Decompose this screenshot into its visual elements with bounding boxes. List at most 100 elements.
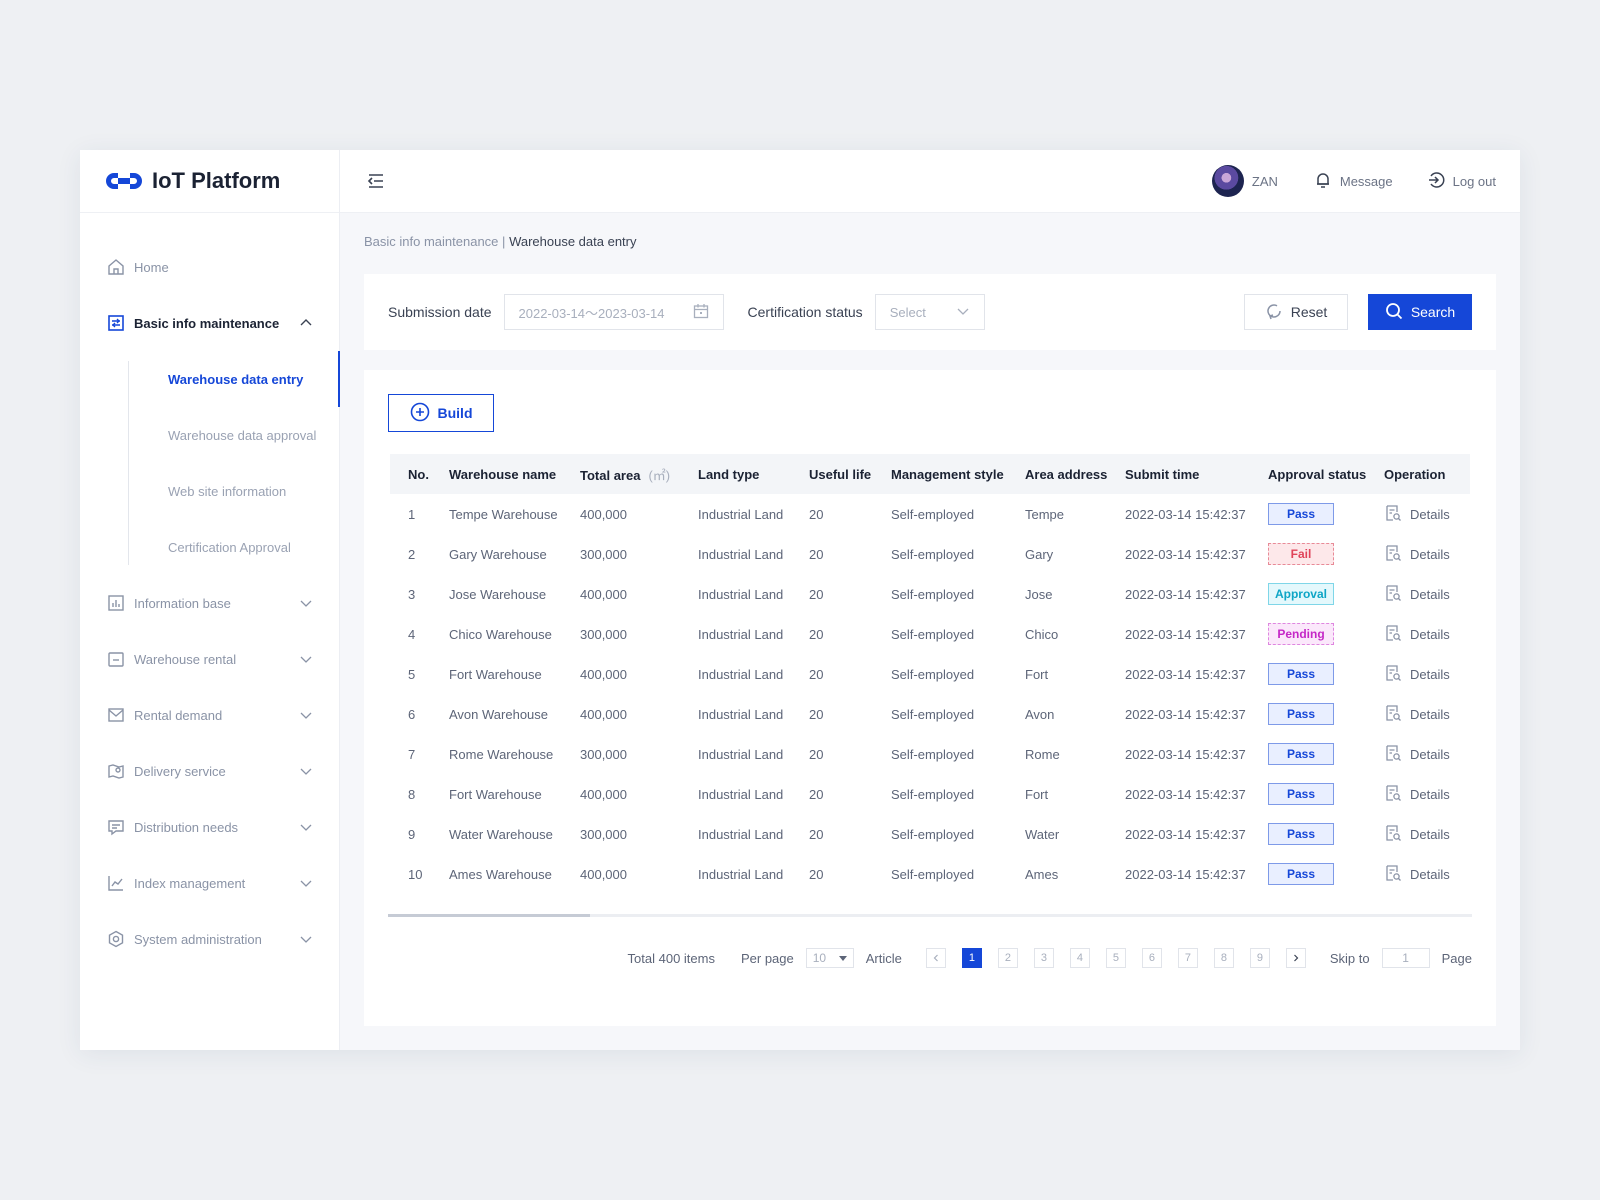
chevron-up-icon bbox=[299, 316, 313, 330]
chevron-down-icon bbox=[299, 820, 313, 834]
sidebar-nav: Home Basic info maintenance Warehouse da… bbox=[80, 213, 340, 967]
table-body: 1 Tempe Warehouse 400,000 Industrial Land 20… bbox=[390, 494, 1470, 894]
sidebar-subitem-certification-approval[interactable]: Certification Approval bbox=[168, 539, 291, 555]
sidebar-item-rental-demand[interactable]: Rental demand bbox=[80, 687, 339, 743]
certification-status-select[interactable]: Select bbox=[874, 294, 985, 330]
header-total-area-label: Total area bbox=[580, 467, 641, 483]
cell-land-type: Industrial Land bbox=[698, 866, 784, 882]
details-link[interactable]: Details bbox=[1384, 824, 1450, 845]
cell-management-style: Self-employed bbox=[891, 826, 975, 842]
skip-page-input[interactable]: 1 bbox=[1381, 948, 1430, 968]
build-button[interactable]: Build bbox=[388, 394, 494, 432]
header-submit-time: Submit time bbox=[1125, 466, 1200, 482]
user-menu[interactable]: ZAN bbox=[1211, 165, 1278, 197]
cell-no: 10 bbox=[408, 866, 423, 882]
sidebar-subitem-warehouse-data-approval[interactable]: Warehouse data approval bbox=[168, 427, 317, 443]
details-link[interactable]: Details bbox=[1384, 584, 1450, 605]
cell-warehouse-name: Fort Warehouse bbox=[449, 666, 542, 682]
page-number-button[interactable]: 4 bbox=[1069, 948, 1090, 968]
header-approval-status: Approval status bbox=[1268, 466, 1367, 482]
submission-date-label: Submission date bbox=[388, 304, 492, 320]
details-link[interactable]: Details bbox=[1384, 544, 1450, 565]
sidebar-item-information-base[interactable]: Information base bbox=[80, 575, 339, 631]
cell-no: 2 bbox=[408, 546, 416, 562]
search-button[interactable]: Search bbox=[1368, 294, 1472, 330]
status-badge: Pass bbox=[1268, 663, 1334, 685]
per-page-label: Per page bbox=[740, 950, 794, 966]
logo-mark-icon bbox=[104, 171, 144, 191]
table-row: 5 Fort Warehouse 400,000 Industrial Land 20 S… bbox=[390, 654, 1470, 694]
sidebar-item-warehouse-rental[interactable]: Warehouse rental bbox=[80, 631, 339, 687]
reset-button[interactable]: Reset bbox=[1244, 294, 1348, 330]
document-search-icon bbox=[1384, 584, 1410, 605]
reset-icon bbox=[1265, 302, 1291, 323]
reset-label: Reset bbox=[1290, 304, 1328, 320]
details-link[interactable]: Details bbox=[1384, 784, 1450, 805]
message-icon bbox=[106, 817, 126, 837]
sidebar-item-index-management[interactable]: Index management bbox=[80, 855, 339, 911]
cell-warehouse-name: Water Warehouse bbox=[449, 826, 553, 842]
cell-area-address: Fort bbox=[1025, 786, 1049, 802]
page-number-button[interactable]: 9 bbox=[1249, 948, 1270, 968]
cell-submit-time: 2022-03-14 15:42:37 bbox=[1125, 586, 1246, 602]
document-search-icon bbox=[1384, 664, 1410, 685]
cell-no: 6 bbox=[408, 706, 416, 722]
page-number-button[interactable]: 1 bbox=[961, 948, 982, 968]
cell-operation: Details bbox=[1384, 854, 1470, 894]
cell-operation: Details bbox=[1384, 814, 1470, 854]
page-number-button[interactable]: 6 bbox=[1141, 948, 1162, 968]
prev-page-button[interactable] bbox=[925, 948, 946, 968]
search-label: Search bbox=[1410, 304, 1456, 320]
per-page-select[interactable]: 10 bbox=[805, 948, 854, 968]
message-button[interactable]: Message bbox=[1314, 171, 1393, 192]
sidebar-item-distribution-needs[interactable]: Distribution needs bbox=[80, 799, 339, 855]
details-link[interactable]: Details bbox=[1384, 864, 1450, 885]
table-row: 1 Tempe Warehouse 400,000 Industrial Land 20… bbox=[390, 494, 1470, 534]
page-number-button[interactable]: 2 bbox=[997, 948, 1018, 968]
avatar bbox=[1211, 165, 1244, 197]
submission-date-picker[interactable]: 2022-03-14～2023-03-14 bbox=[503, 294, 724, 330]
logout-button[interactable]: Log out bbox=[1427, 171, 1496, 192]
cell-total-area: 400,000 bbox=[580, 706, 627, 722]
details-link[interactable]: Details bbox=[1384, 504, 1450, 525]
details-link[interactable]: Details bbox=[1384, 744, 1450, 765]
cell-useful-life: 20 bbox=[809, 586, 824, 602]
cell-useful-life: 20 bbox=[809, 546, 824, 562]
sidebar-item-delivery-service[interactable]: Delivery service bbox=[80, 743, 339, 799]
breadcrumb-parent[interactable]: Basic info maintenance bbox=[364, 234, 499, 249]
logo[interactable]: IoT Platform bbox=[80, 150, 339, 213]
page-number-button[interactable]: 5 bbox=[1105, 948, 1126, 968]
page-number-button[interactable]: 7 bbox=[1177, 948, 1198, 968]
details-link[interactable]: Details bbox=[1384, 704, 1450, 725]
chevron-down-icon bbox=[299, 652, 313, 666]
cell-total-area: 400,000 bbox=[580, 666, 627, 682]
user-name: ZAN bbox=[1251, 173, 1278, 189]
horizontal-scrollbar[interactable] bbox=[388, 914, 1472, 917]
details-link[interactable]: Details bbox=[1384, 664, 1450, 685]
scrollbar-thumb[interactable] bbox=[388, 914, 590, 917]
sidebar-item-label: Index management bbox=[134, 875, 246, 891]
sidebar-subitem-warehouse-data-entry[interactable]: Warehouse data entry bbox=[80, 351, 340, 407]
sidebar-item-basic-info[interactable]: Basic info maintenance bbox=[80, 295, 339, 351]
collapse-menu-icon[interactable] bbox=[364, 169, 388, 193]
page-number-button[interactable]: 3 bbox=[1033, 948, 1054, 968]
sidebar-item-system-administration[interactable]: System administration bbox=[80, 911, 339, 967]
chevron-down-icon bbox=[299, 764, 313, 778]
status-badge: Pass bbox=[1268, 863, 1334, 885]
cell-land-type: Industrial Land bbox=[698, 506, 784, 522]
cell-no: 9 bbox=[408, 826, 416, 842]
cell-management-style: Self-employed bbox=[891, 786, 975, 802]
header-warehouse-name: Warehouse name bbox=[449, 466, 557, 482]
sidebar-item-label: Rental demand bbox=[134, 707, 223, 723]
sidebar-item-home[interactable]: Home bbox=[80, 239, 339, 295]
sidebar-subitem-web-site-information[interactable]: Web site information bbox=[168, 483, 287, 499]
next-page-button[interactable] bbox=[1285, 948, 1306, 968]
app-window: IoT Platform Home Basic info maintenance bbox=[80, 150, 1520, 1050]
warehouse-table: No. Warehouse name Total area (㎡) Land ty… bbox=[390, 454, 1470, 894]
cell-land-type: Industrial Land bbox=[698, 706, 784, 722]
details-link[interactable]: Details bbox=[1384, 624, 1450, 645]
page-number-button[interactable]: 8 bbox=[1213, 948, 1234, 968]
cell-operation: Details bbox=[1384, 774, 1470, 814]
settings-icon bbox=[106, 929, 126, 949]
cell-submit-time: 2022-03-14 15:42:37 bbox=[1125, 666, 1246, 682]
